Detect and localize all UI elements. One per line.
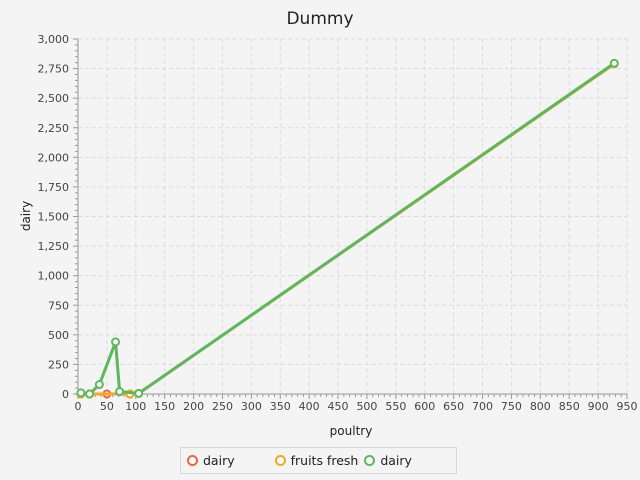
y-tick-label: 2,500 (38, 92, 70, 105)
y-tick-label: 750 (48, 299, 69, 312)
y-tick-label: 1,250 (38, 240, 70, 253)
data-point (609, 58, 619, 68)
y-tick-label: 1,500 (38, 211, 70, 224)
y-tick-label: 500 (48, 329, 69, 342)
data-point (111, 337, 121, 347)
data-point (115, 387, 125, 397)
y-tick-label: 1,750 (38, 181, 70, 194)
x-tick-label: 750 (501, 400, 522, 413)
data-point (76, 388, 86, 398)
x-tick-label: 150 (154, 400, 175, 413)
x-tick-label: 950 (617, 400, 638, 413)
x-tick-label: 50 (100, 400, 114, 413)
series-2 (76, 58, 619, 399)
x-tick-label: 850 (559, 400, 580, 413)
legend-label: fruits fresh (290, 453, 359, 468)
y-tick-label: 1,000 (38, 270, 70, 283)
x-tick-label: 400 (299, 400, 320, 413)
data-point (134, 388, 144, 398)
x-tick-label: 550 (385, 400, 406, 413)
x-tick-label: 450 (328, 400, 349, 413)
y-axis-label: dairy (19, 201, 33, 231)
x-axis-label: poultry (330, 424, 373, 438)
x-tick-label: 650 (443, 400, 464, 413)
legend-marker-icon (364, 455, 376, 466)
legend-item: dairy (187, 453, 235, 468)
y-tick-label: 2,000 (38, 151, 70, 164)
legend-item: dairy (364, 453, 412, 468)
legend: dairy fruits fresh dairy (180, 447, 457, 474)
y-tick-label: 250 (48, 358, 69, 371)
legend-item: fruits fresh (274, 453, 359, 468)
x-tick-label: 800 (530, 400, 551, 413)
axes: 0 50 100 150 200 250 300 350 400 450 500 550 600 650 7… (38, 33, 638, 413)
series-layer (76, 58, 619, 399)
x-tick-label: 300 (241, 400, 262, 413)
x-tick-label: 500 (356, 400, 377, 413)
legend-marker-icon (187, 455, 198, 466)
x-tick-label: 200 (183, 400, 204, 413)
x-tick-label: 700 (472, 400, 493, 413)
x-tick-label: 0 (75, 400, 82, 413)
x-tick-label: 600 (414, 400, 435, 413)
x-tick-label: 350 (270, 400, 291, 413)
y-tick-label: 0 (62, 388, 69, 401)
y-tick-label: 3,000 (38, 33, 70, 46)
grid (77, 38, 628, 395)
legend-label: dairy (203, 453, 235, 468)
y-tick-label: 2,750 (38, 63, 70, 76)
data-point (85, 389, 95, 399)
y-tick-label: 2,250 (38, 122, 70, 135)
legend-label: dairy (380, 453, 412, 468)
x-tick-label: 900 (588, 400, 609, 413)
x-tick-label: 250 (212, 400, 233, 413)
chart-title: Dummy (286, 9, 353, 29)
x-tick-label: 100 (125, 400, 146, 413)
data-point (94, 380, 104, 390)
legend-marker-icon (274, 455, 286, 466)
